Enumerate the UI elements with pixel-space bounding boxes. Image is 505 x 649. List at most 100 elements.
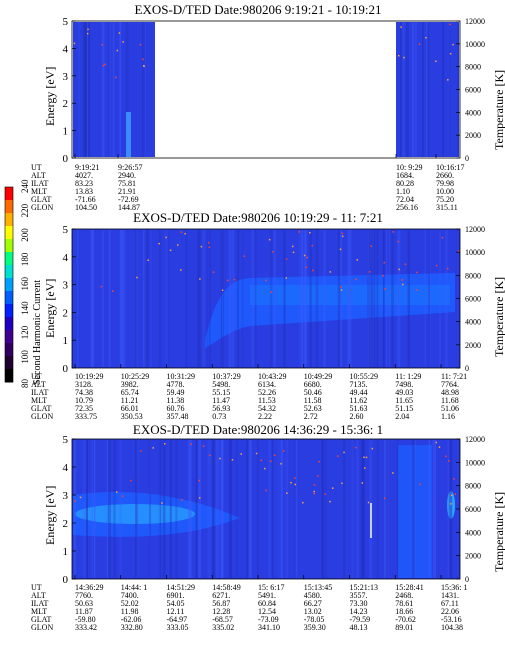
- texture-dot: [363, 456, 365, 459]
- texture-dot: [115, 491, 118, 493]
- texture-stripe: [160, 440, 162, 578]
- texture-dot: [101, 43, 103, 46]
- table-cell: 15:21:13: [350, 583, 378, 592]
- y-axis-label: Energy [eV]: [43, 67, 57, 126]
- table-cell: 14:44: 1: [121, 583, 147, 592]
- table-cell: 2.04: [395, 412, 409, 421]
- table-cell: 52.63: [304, 404, 322, 413]
- table-cell: 10:31:29: [167, 372, 195, 381]
- texture-dot: [354, 446, 357, 449]
- table-cell: 59.49: [167, 388, 185, 397]
- texture-stripe: [447, 440, 450, 578]
- table-cell: 11.62: [350, 396, 368, 405]
- texture-dot: [270, 460, 272, 462]
- texture-stripe: [442, 22, 444, 157]
- texture-dot: [403, 56, 405, 59]
- texture-dot: [368, 271, 371, 273]
- table-cell: 67.11: [441, 599, 459, 608]
- texture-dot: [199, 278, 201, 280]
- texture-dot: [260, 459, 263, 462]
- texture-dot: [270, 291, 272, 294]
- texture-dot: [100, 285, 103, 288]
- texture-stripe: [106, 22, 108, 157]
- spectrogram-segment-end: [396, 22, 459, 157]
- texture-dot: [240, 453, 242, 455]
- texture-dot: [449, 53, 452, 55]
- texture-stripe: [198, 230, 202, 367]
- texture-stripe: [228, 230, 231, 367]
- table-cell: 12.54: [258, 607, 276, 616]
- texture-stripe: [187, 440, 190, 578]
- colorbar-block: [5, 369, 13, 383]
- texture-stripe: [448, 22, 450, 157]
- table-cell: 11.87: [75, 607, 93, 616]
- table-cell: 9:19:21: [75, 163, 99, 172]
- texture-dot: [384, 288, 386, 290]
- texture-stripe: [134, 230, 137, 367]
- table-row-label: MLT: [31, 187, 47, 196]
- texture-stripe: [142, 230, 146, 367]
- texture-stripe: [411, 22, 415, 157]
- table-cell: 333.42: [75, 623, 97, 632]
- texture-stripe: [82, 440, 84, 578]
- y2-tick-label: 12000: [465, 17, 485, 26]
- y2-tick-label: 10000: [465, 458, 485, 467]
- texture-dot: [339, 248, 342, 251]
- texture-stripe: [373, 230, 376, 367]
- texture-dot: [142, 58, 144, 61]
- table-cell: 2.22: [258, 412, 272, 421]
- texture-stripe: [421, 22, 424, 157]
- table-row-label: ILAT: [31, 599, 48, 608]
- table-cell: 55.15: [212, 388, 230, 397]
- texture-stripe: [78, 22, 80, 157]
- texture-stripe: [106, 22, 110, 157]
- texture-stripe: [254, 230, 257, 367]
- table-cell: 3557.: [350, 591, 368, 600]
- texture-dot: [329, 271, 332, 273]
- table-cell: 11.68: [441, 396, 459, 405]
- table-cell: 350.53: [121, 412, 143, 421]
- texture-dot: [294, 483, 296, 486]
- table-cell: 10.79: [75, 396, 93, 405]
- texture-stripe: [271, 440, 274, 578]
- texture-stripe: [428, 230, 431, 367]
- texture-dot: [264, 467, 266, 470]
- texture-stripe: [427, 440, 431, 578]
- texture-dot: [383, 497, 386, 500]
- table-cell: 12.11: [167, 607, 185, 616]
- y2-tick-label: 10000: [465, 248, 485, 257]
- texture-stripe: [143, 230, 146, 367]
- table-cell: 11.58: [304, 396, 322, 405]
- texture-stripe: [426, 22, 430, 157]
- table-cell: 54.05: [167, 599, 185, 608]
- table-cell: 2468.: [395, 591, 413, 600]
- y-tick-label: 1: [63, 126, 69, 138]
- texture-stripe: [339, 230, 342, 367]
- texture-dot: [371, 447, 374, 450]
- colorbar-tick-label: 200: [20, 228, 30, 242]
- texture-dot: [435, 441, 438, 444]
- panel-3: EXOS-D/TED Date:980206 14:36:29 - 15:36:…: [31, 422, 505, 632]
- texture-dot: [313, 484, 316, 486]
- texture-stripe: [235, 440, 238, 578]
- feature-wave: [398, 445, 432, 578]
- table-cell: 1684.: [396, 171, 414, 180]
- y-tick-label: 0: [63, 153, 69, 165]
- table-cell: 60.84: [258, 599, 276, 608]
- table-cell: 5498.: [212, 380, 230, 389]
- table-cell: 12.28: [212, 607, 230, 616]
- spectrogram-texture: [73, 22, 460, 157]
- colorbar-block: [5, 291, 13, 305]
- colorbar-block: [5, 330, 13, 344]
- texture-stripe: [337, 230, 340, 367]
- texture-stripe: [220, 440, 224, 578]
- table-cell: 49.44: [350, 388, 368, 397]
- table-row-label: ILAT: [31, 388, 48, 397]
- table-row-label: GLON: [31, 203, 53, 212]
- texture-dot: [404, 263, 407, 265]
- texture-dot: [112, 290, 114, 292]
- colorbar-block: [5, 317, 13, 331]
- texture-dot: [447, 79, 449, 81]
- texture-dot: [392, 472, 394, 474]
